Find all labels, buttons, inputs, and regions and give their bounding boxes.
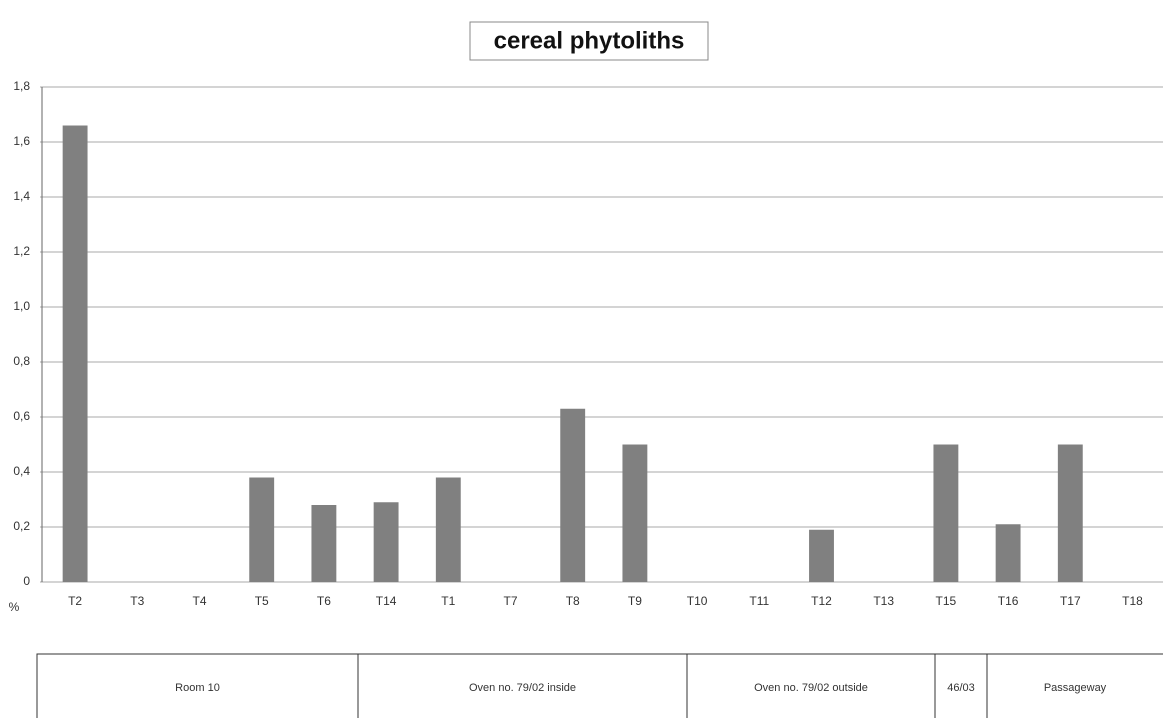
x-tick-label: T7 [503,594,517,608]
bar [249,477,275,582]
bar [933,444,959,582]
chart-title: cereal phytoliths [494,27,685,54]
x-tick-label: T6 [317,594,331,608]
group-label: Passageway [1044,682,1107,694]
group-label: Room 10 [175,682,220,694]
y-tick-label: 0,4 [13,464,30,478]
x-tick-label: T3 [130,594,144,608]
x-tick-label: T13 [873,594,894,608]
bar [373,502,399,582]
y-axis-label: % [9,600,20,614]
y-tick-label: 1,8 [13,79,30,93]
y-tick-label: 0,6 [13,409,30,423]
x-tick-label: T14 [376,594,397,608]
bar [62,125,88,582]
y-tick-label: 0,8 [13,354,30,368]
x-tick-label: T10 [687,594,708,608]
x-tick-label: T12 [811,594,832,608]
group-label: Oven no. 79/02 outside [754,682,868,694]
x-tick-label: T4 [192,594,206,608]
bar [995,524,1021,582]
x-tick-label: T16 [998,594,1019,608]
y-tick-label: 0 [23,574,30,588]
x-tick-label: T5 [255,594,269,608]
x-tick-label: T9 [628,594,642,608]
x-tick-label: T1 [441,594,455,608]
bar [560,408,586,582]
group-label: Oven no. 79/02 inside [469,682,576,694]
y-tick-label: 1,6 [13,134,30,148]
group-cell [986,653,1163,718]
y-tick-label: 1,0 [13,299,30,313]
y-tick-label: 1,2 [13,244,30,258]
y-tick-label: 0,2 [13,519,30,533]
y-tick-label: 1,4 [13,189,30,203]
bar [622,444,648,582]
title-box [469,21,709,61]
x-tick-label: T11 [749,594,769,608]
x-tick-label: T17 [1060,594,1081,608]
x-tick-label: T15 [936,594,957,608]
bar [809,529,834,582]
x-tick-label: T18 [1122,594,1143,608]
x-tick-label: T8 [566,594,580,608]
bar [1057,444,1083,582]
group-label: 46/03 [947,682,975,694]
bar [435,477,461,582]
x-tick-label: T2 [68,594,82,608]
bar [311,505,337,582]
